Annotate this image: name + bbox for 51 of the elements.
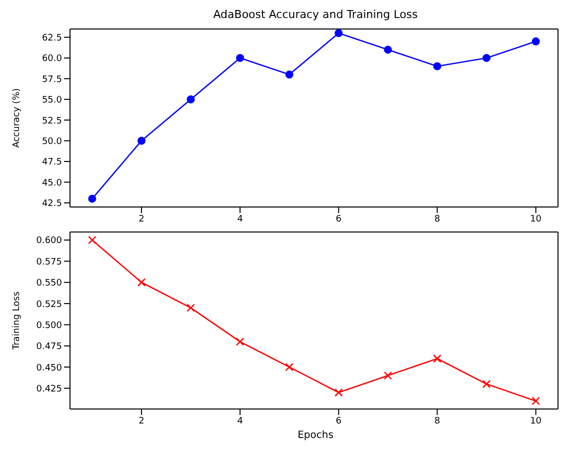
x-tick-label: 10 [530,214,542,224]
y-tick-label: 0.450 [36,363,62,374]
point [236,338,244,346]
point [285,70,294,79]
x-tick-label: 4 [237,214,244,224]
point [285,362,294,372]
point [532,396,540,406]
y-tick-label: 0.500 [36,320,62,331]
y-tick-label: 0.425 [36,384,62,394]
y-tick-label: 62.5 [42,33,62,44]
y-tick-label: 0.550 [36,278,62,289]
y-axis-title: Training Loss [12,291,22,351]
y-tick-label: 55.0 [42,96,62,106]
y-tick-label: 57.5 [42,74,62,85]
point [88,236,96,244]
point [334,388,343,397]
y-tick-label: 47.5 [42,158,62,168]
point [433,354,442,363]
point [137,278,146,287]
y-tick-label: 45.0 [42,178,62,188]
point [186,304,195,312]
x-tick-label: 10 [530,416,542,426]
point [88,194,96,203]
y-tick-label: 0.575 [36,257,62,268]
y-tick-label: 0.600 [36,236,62,246]
y-tick-label: 60.0 [42,54,62,64]
x-tick-label: 2 [138,214,144,224]
y-tick-label: 52.5 [42,116,62,126]
point [384,371,392,380]
point [236,54,244,62]
chart-title: AdaBoost Accuracy and Training Loss [212,8,419,23]
x-tick-label: 4 [237,416,244,426]
point [532,37,540,46]
y-tick-label: 0.525 [36,300,62,310]
point [186,95,195,104]
x-tick-label: 6 [336,416,342,426]
point [482,54,491,62]
y-axis-title: Accuracy (%) [12,88,22,148]
x-tick-label: 8 [434,416,440,426]
y-tick-label: 42.5 [42,199,62,210]
y-tick-label: 50.0 [42,136,62,147]
point [433,62,442,70]
point [334,29,343,38]
x-tick-label: 2 [138,416,144,426]
x-tick-label: 6 [336,214,342,224]
y-tick-label: 0.475 [36,342,62,352]
x-axis-title: Epochs [296,429,334,443]
point [482,380,491,388]
point [137,136,146,145]
point [384,46,392,54]
x-tick-label: 8 [434,214,440,224]
